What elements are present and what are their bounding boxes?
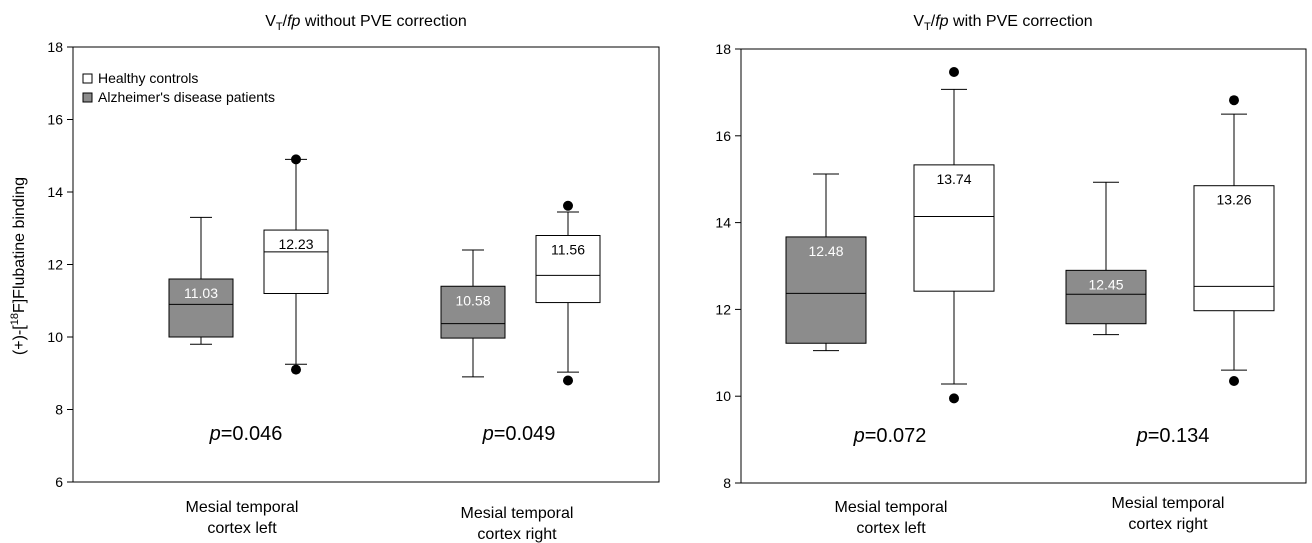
outlier-point (563, 200, 573, 211)
y-tick-label: 6 (55, 474, 63, 490)
box-plot-ad-cat0: 12.48 (785, 173, 867, 352)
box-iqr (1193, 185, 1275, 312)
box-iqr (535, 235, 601, 304)
outlier-point (291, 364, 301, 375)
mean-value-label: 13.74 (936, 171, 971, 187)
y-tick-label: 18 (47, 39, 63, 55)
box-plot-hc-cat1: 13.26 (1193, 95, 1275, 387)
category-label-left-line2: cortex left (207, 520, 277, 537)
outlier-point (563, 375, 573, 386)
box-plot-ad-cat1: 12.45 (1065, 181, 1147, 336)
box-iqr (785, 236, 867, 344)
p-value-right: p=0.134 (1136, 425, 1210, 447)
y-tick-label: 8 (723, 475, 731, 491)
y-ticks: 8 10 12 14 16 18 (715, 41, 741, 491)
box-plot-ad-cat1: 10.58 (440, 249, 506, 378)
category-label-left-line2: cortex left (856, 520, 926, 537)
category-label-right-line1: Mesial temporal (461, 505, 574, 522)
panel-title: VT/fp with PVE correction (913, 13, 1092, 33)
category-label-left-line1: Mesial temporal (186, 499, 299, 516)
category-label-left-line1: Mesial temporal (835, 499, 948, 516)
y-tick-label: 12 (47, 257, 63, 273)
mean-value-label: 12.23 (278, 236, 313, 252)
y-tick-label: 14 (47, 184, 63, 200)
plot-frame (740, 48, 1307, 484)
box-iqr (263, 229, 329, 294)
category-label-right-line2: cortex right (477, 526, 557, 543)
box-plot-hc-cat1: 11.56 (535, 200, 601, 386)
y-tick-label: 14 (715, 215, 731, 231)
category-label-right-line1: Mesial temporal (1112, 495, 1225, 512)
mean-value-label: 11.03 (184, 285, 218, 301)
y-tick-label: 16 (47, 112, 63, 128)
panel-with-pve: VT/fp with PVE correction 8 10 12 14 16 18 12… (715, 13, 1307, 537)
box-plot-ad-cat0: 11.03 (168, 216, 234, 345)
legend: Healthy controls Alzheimer's disease pat… (82, 70, 275, 105)
box-iqr (440, 285, 506, 339)
box-iqr (168, 278, 234, 338)
p-value-left: p=0.046 (209, 423, 283, 445)
p-value-left: p=0.072 (853, 425, 927, 447)
category-label-right-line2: cortex right (1128, 516, 1208, 533)
y-ticks: 6 8 10 12 14 16 18 (47, 39, 73, 490)
panel-without-pve: VT/fp without PVE correction (+)-[18F]Fl… (9, 13, 660, 543)
p-value-right: p=0.049 (482, 423, 556, 445)
legend-swatch-healthy (82, 73, 93, 84)
y-tick-label: 8 (55, 402, 63, 418)
y-tick-label: 16 (715, 128, 731, 144)
box-plot-hc-cat0: 13.74 (913, 67, 995, 404)
y-tick-label: 10 (47, 329, 63, 345)
mean-value-label: 10.58 (455, 292, 490, 308)
mean-value-label: 13.26 (1216, 192, 1251, 208)
outlier-point (949, 67, 959, 78)
mean-value-label: 11.56 (551, 242, 585, 258)
mean-value-label: 12.45 (1088, 276, 1123, 292)
mean-value-label: 12.48 (808, 243, 843, 259)
outlier-point (949, 393, 959, 404)
y-tick-label: 12 (715, 301, 731, 317)
y-tick-label: 18 (715, 41, 731, 57)
legend-swatch-alzheimers (82, 92, 93, 103)
box-iqr (1065, 269, 1147, 325)
y-axis-label: (+)-[18F]Flubatine binding (9, 177, 28, 355)
box-plot-hc-cat0: 12.23 (263, 154, 329, 375)
boxes: 12.48 13.74 12.45 13.26 (785, 67, 1275, 404)
y-tick-label: 10 (715, 388, 731, 404)
box-iqr (913, 164, 995, 292)
panel-title: VT/fp without PVE correction (265, 13, 467, 33)
outlier-point (1229, 376, 1239, 387)
legend-label-healthy: Healthy controls (98, 70, 198, 86)
legend-label-alzheimers: Alzheimer's disease patients (98, 89, 275, 105)
boxes: 11.03 12.23 10.58 11.56 (168, 154, 601, 386)
outlier-point (1229, 95, 1239, 106)
outlier-point (291, 154, 301, 165)
